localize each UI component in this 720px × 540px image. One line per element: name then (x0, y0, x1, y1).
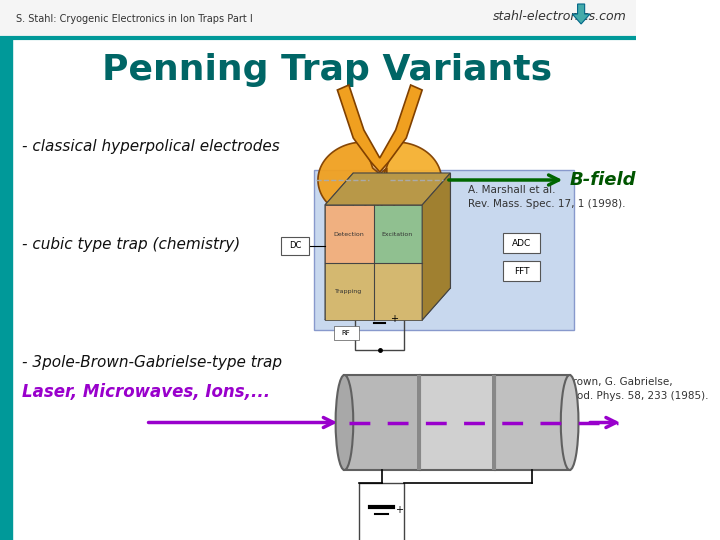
Polygon shape (338, 188, 422, 275)
Polygon shape (354, 173, 451, 288)
Polygon shape (338, 85, 422, 172)
Polygon shape (374, 205, 422, 263)
Bar (417, 375, 421, 470)
Bar (334, 326, 359, 340)
Bar (503, 233, 541, 253)
Text: Laser, Microwaves, Ions,...: Laser, Microwaves, Ions,... (22, 383, 270, 401)
Polygon shape (422, 173, 451, 320)
Text: - classical hyperpolical electrodes: - classical hyperpolical electrodes (22, 139, 280, 154)
Text: RF: RF (342, 330, 351, 336)
Text: +: + (395, 505, 402, 515)
Bar (0, 38, 12, 540)
Text: DC: DC (289, 241, 301, 251)
Polygon shape (325, 173, 354, 320)
Text: FFT: FFT (514, 267, 530, 275)
Polygon shape (371, 162, 389, 198)
Ellipse shape (336, 375, 354, 470)
Text: A. Marshall et al.
Rev. Mass. Spec. 17, 1 (1998).: A. Marshall et al. Rev. Mass. Spec. 17, … (468, 185, 626, 209)
Polygon shape (379, 142, 441, 218)
Text: Excitation: Excitation (382, 232, 413, 237)
Text: L.S. Brown, G. Gabrielse,
Rev. Mod. Phys. 58, 233 (1985).: L.S. Brown, G. Gabrielse, Rev. Mod. Phys… (543, 377, 708, 401)
Polygon shape (325, 288, 451, 320)
Bar (420, 375, 495, 470)
Ellipse shape (561, 375, 578, 470)
Bar (313, 170, 574, 330)
Text: Penning Trap Variants: Penning Trap Variants (102, 53, 552, 87)
Bar (344, 375, 420, 470)
Bar (495, 375, 570, 470)
Polygon shape (572, 4, 590, 24)
Text: ADC: ADC (513, 239, 531, 247)
Text: - 3pole-Brown-Gabrielse-type trap: - 3pole-Brown-Gabrielse-type trap (22, 354, 282, 369)
Text: Trapping: Trapping (336, 289, 362, 294)
Polygon shape (325, 263, 422, 320)
Bar (355, 270, 405, 350)
Text: stahl-electronics.com: stahl-electronics.com (493, 10, 627, 24)
Bar (0, 0, 636, 38)
Bar (492, 375, 496, 470)
Bar (359, 483, 404, 540)
Text: - cubic type trap (chemistry): - cubic type trap (chemistry) (22, 238, 240, 253)
Text: B-field: B-field (570, 171, 636, 189)
Polygon shape (325, 173, 451, 205)
Polygon shape (318, 142, 379, 218)
Text: +: + (390, 314, 398, 324)
Text: Detection: Detection (333, 232, 364, 237)
Bar (281, 237, 309, 255)
Polygon shape (325, 205, 374, 263)
Bar (503, 261, 541, 281)
Text: S. Stahl: Cryogenic Electronics in Ion Traps Part I: S. Stahl: Cryogenic Electronics in Ion T… (16, 14, 253, 24)
